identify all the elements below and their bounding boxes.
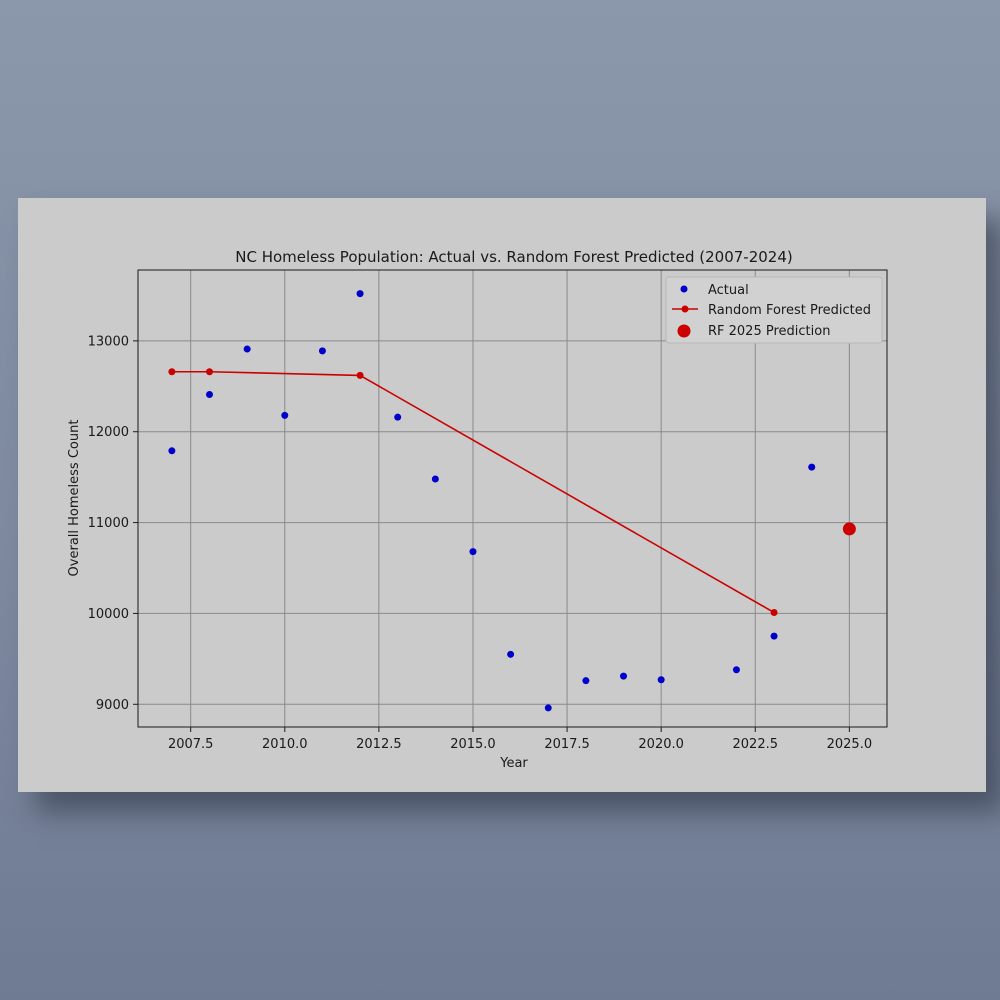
actual-point: [808, 463, 816, 471]
actual-point: [206, 390, 214, 398]
actual-point: [394, 413, 402, 421]
predicted-point: [168, 368, 176, 376]
actual-point: [732, 666, 740, 674]
x-tick-label: 2022.5: [733, 737, 779, 752]
x-tick-label: 2017.5: [544, 737, 590, 752]
actual-point: [770, 632, 778, 640]
actual-point: [507, 650, 515, 658]
x-axis-label: Year: [499, 756, 528, 771]
legend: Actual Random Forest Predicted RF 2025 P…: [665, 276, 883, 344]
chart: NC Homeless Population: Actual vs. Rando…: [67, 248, 888, 771]
legend-label-actual: Actual: [708, 283, 749, 298]
actual-point: [620, 672, 628, 680]
y-tick-label: 11000: [88, 516, 129, 531]
x-tick-label: 2007.5: [168, 737, 214, 752]
y-tick-label: 10000: [88, 607, 129, 622]
legend-label-rf-2025: RF 2025 Prediction: [708, 324, 830, 339]
x-tick-label: 2025.0: [827, 737, 873, 752]
legend-label-predicted: Random Forest Predicted: [708, 303, 871, 318]
actual-point: [431, 475, 439, 483]
actual-point: [318, 347, 326, 355]
chart-title: NC Homeless Population: Actual vs. Rando…: [235, 248, 793, 266]
chart-card: NC Homeless Population: Actual vs. Rando…: [18, 198, 986, 792]
actual-point: [281, 411, 289, 419]
predicted-point: [356, 371, 364, 379]
x-tick-label: 2010.0: [262, 737, 308, 752]
points-layer: [168, 290, 856, 712]
y-tick-label: 12000: [88, 425, 129, 440]
x-tick-label: 2015.0: [450, 737, 496, 752]
actual-point: [582, 677, 590, 685]
legend-marker-rf-2025: [677, 324, 691, 338]
legend-marker-predicted-dot: [681, 305, 689, 313]
actual-point: [356, 290, 364, 298]
predicted-line: [171, 370, 775, 614]
actual-point: [168, 447, 176, 455]
x-tick-label: 2012.5: [356, 737, 402, 752]
predicted-point: [206, 368, 214, 376]
legend-marker-actual: [680, 285, 688, 293]
ticks: 2007.5 2010.0 2012.5 2015.0 2017.5 2020.0 2022…: [88, 334, 872, 752]
plot-frame: [137, 269, 888, 728]
predicted-point: [770, 609, 778, 617]
rf-2025-prediction-point: [842, 522, 856, 536]
actual-point: [544, 704, 552, 712]
x-tick-label: 2020.0: [638, 737, 684, 752]
actual-point: [657, 676, 665, 684]
actual-point: [469, 548, 477, 556]
y-axis-label: Overall Homeless Count: [67, 420, 82, 577]
y-tick-label: 9000: [96, 698, 129, 713]
legend-box: [665, 276, 883, 344]
predicted-line-layer: [171, 370, 775, 614]
y-tick-label: 13000: [88, 334, 129, 349]
actual-point: [243, 345, 251, 353]
